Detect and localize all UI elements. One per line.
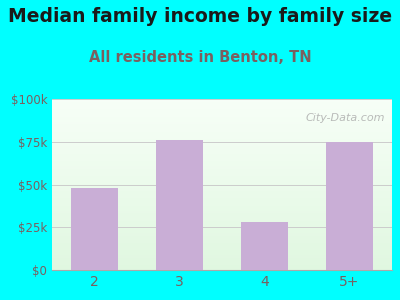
Text: City-Data.com: City-Data.com (306, 113, 385, 123)
Text: Median family income by family size: Median family income by family size (8, 8, 392, 26)
Bar (241, 222, 288, 270)
Bar (71, 188, 118, 270)
Text: All residents in Benton, TN: All residents in Benton, TN (89, 50, 311, 64)
Bar (326, 142, 373, 270)
Bar (156, 140, 203, 270)
